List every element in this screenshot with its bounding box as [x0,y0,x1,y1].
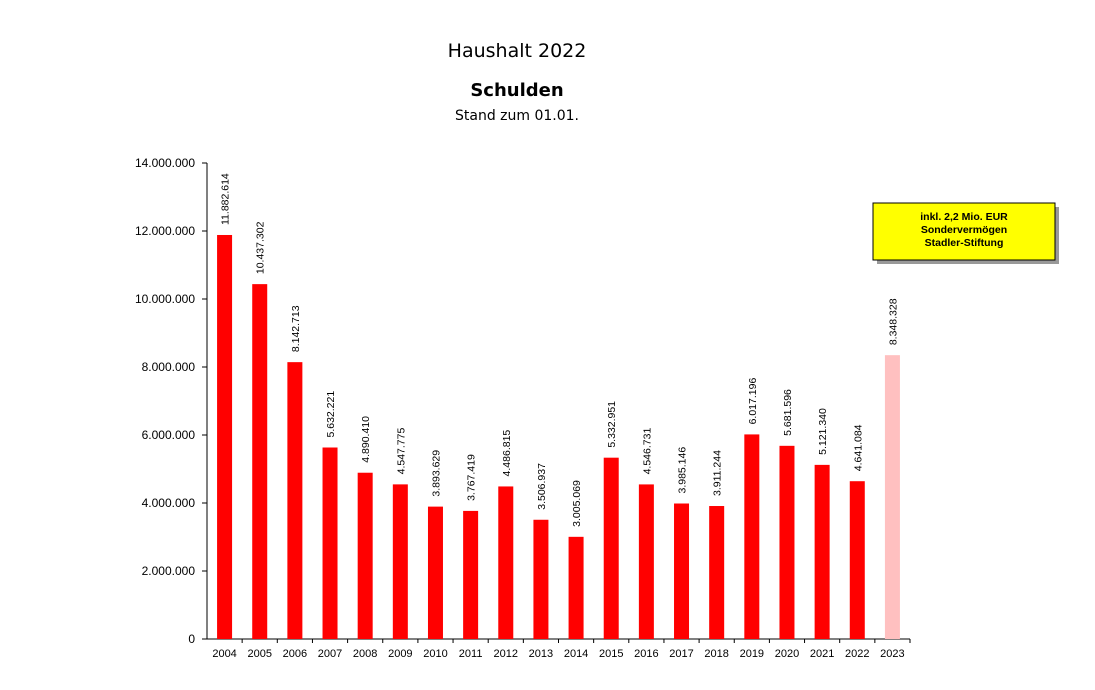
bar [463,510,479,639]
chart-subtitle: Schulden [470,80,563,101]
x-tick-label: 2006 [283,648,307,660]
bar [779,445,795,639]
value-label: 4.890.410 [360,416,372,463]
bar [568,536,584,639]
x-tick-label: 2020 [775,648,799,660]
y-tick-label: 10.000.000 [135,292,195,306]
bar [814,464,830,639]
chart-note: Stand zum 01.01. [455,108,579,124]
value-label: 5.332.951 [606,401,618,448]
x-tick-label: 2014 [564,648,588,660]
value-label: 8.142.713 [290,305,302,352]
bar [217,234,233,639]
bar [252,284,268,639]
value-label: 5.121.340 [817,408,829,455]
bar [603,457,619,639]
x-tick-label: 2019 [740,648,764,660]
value-label: 3.985.146 [677,447,689,494]
x-tick-label: 2005 [247,648,271,660]
y-tick-label: 12.000.000 [135,224,195,238]
bar [498,486,514,639]
y-tick-label: 2.000.000 [142,564,196,578]
x-tick-label: 2010 [423,648,447,660]
y-tick-label: 6.000.000 [142,428,196,442]
x-tick-label: 2015 [599,648,623,660]
bar [744,434,760,639]
bar [709,506,725,639]
x-tick-label: 2009 [388,648,412,660]
bar [638,484,654,639]
value-label: 8.348.328 [887,298,899,345]
bar [322,447,338,639]
y-tick-label: 4.000.000 [142,496,196,510]
value-label: 10.437.302 [255,221,267,274]
bar [357,472,373,639]
x-tick-label: 2021 [810,648,834,660]
value-label: 4.486.815 [501,430,513,477]
value-label: 3.893.629 [430,450,442,497]
value-label: 5.632.221 [325,391,337,438]
bar [427,506,443,639]
value-label: 5.681.596 [782,389,794,436]
x-tick-label: 2023 [880,648,904,660]
y-tick-label: 14.000.000 [135,156,195,170]
x-tick-label: 2018 [704,648,728,660]
x-tick-label: 2017 [669,648,693,660]
y-tick-label: 0 [188,632,195,646]
x-tick-label: 2008 [353,648,377,660]
annotation-text: inkl. 2,2 Mio. EUR [920,211,1008,223]
x-tick-label: 2022 [845,648,869,660]
bar [392,484,408,639]
value-label: 11.882.614 [220,173,232,225]
value-label: 3.767.419 [466,454,478,501]
bar [849,481,865,639]
value-label: 4.546.731 [641,428,653,475]
annotation-text: Stadler-Stiftung [925,237,1004,249]
x-tick-label: 2016 [634,648,658,660]
x-tick-label: 2011 [459,648,483,660]
bar [674,503,690,639]
value-label: 4.547.775 [395,428,407,475]
y-tick-label: 8.000.000 [142,360,196,374]
annotation-box [872,202,1056,261]
value-label: 3.506.937 [536,463,548,510]
x-tick-label: 2013 [529,648,553,660]
x-tick-label: 2012 [494,648,518,660]
value-label: 3.005.069 [571,480,583,527]
x-tick-label: 2004 [212,648,236,660]
bar [533,519,549,639]
annotation-text: Sondervermögen [921,224,1007,236]
bar [884,355,900,639]
chart-title: Haushalt 2022 [448,40,587,62]
value-label: 3.911.244 [712,450,724,496]
bar [287,362,303,639]
value-label: 6.017.196 [747,378,759,425]
value-label: 4.641.084 [852,424,864,471]
x-tick-label: 2007 [318,648,342,660]
